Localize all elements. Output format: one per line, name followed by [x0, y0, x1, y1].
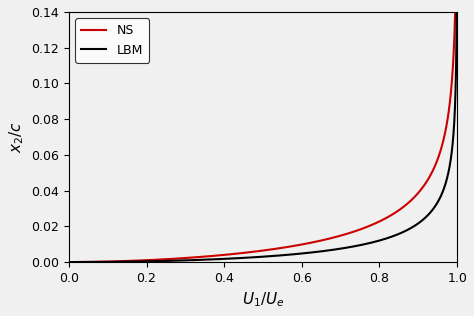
- NS: [433, 161, 439, 165]
- NS: [447, 105, 452, 109]
- LBM: [66, 260, 72, 264]
- LBM: [454, 47, 459, 51]
- X-axis label: $U_1/U_e$: $U_1/U_e$: [242, 290, 284, 309]
- Line: LBM: LBM: [69, 3, 457, 262]
- NS: [450, 67, 456, 71]
- Legend: NS, LBM: NS, LBM: [75, 18, 149, 63]
- NS: [66, 260, 72, 264]
- LBM: [447, 161, 453, 165]
- NS: [453, 1, 458, 5]
- NS: [389, 213, 394, 217]
- LBM: [452, 105, 458, 109]
- LBM: [454, 1, 460, 5]
- LBM: [425, 213, 431, 217]
- NS: [451, 47, 456, 51]
- Y-axis label: $x_2/c$: $x_2/c$: [7, 121, 26, 153]
- LBM: [453, 92, 458, 95]
- LBM: [453, 67, 459, 71]
- NS: [448, 92, 454, 95]
- Line: NS: NS: [69, 3, 456, 262]
